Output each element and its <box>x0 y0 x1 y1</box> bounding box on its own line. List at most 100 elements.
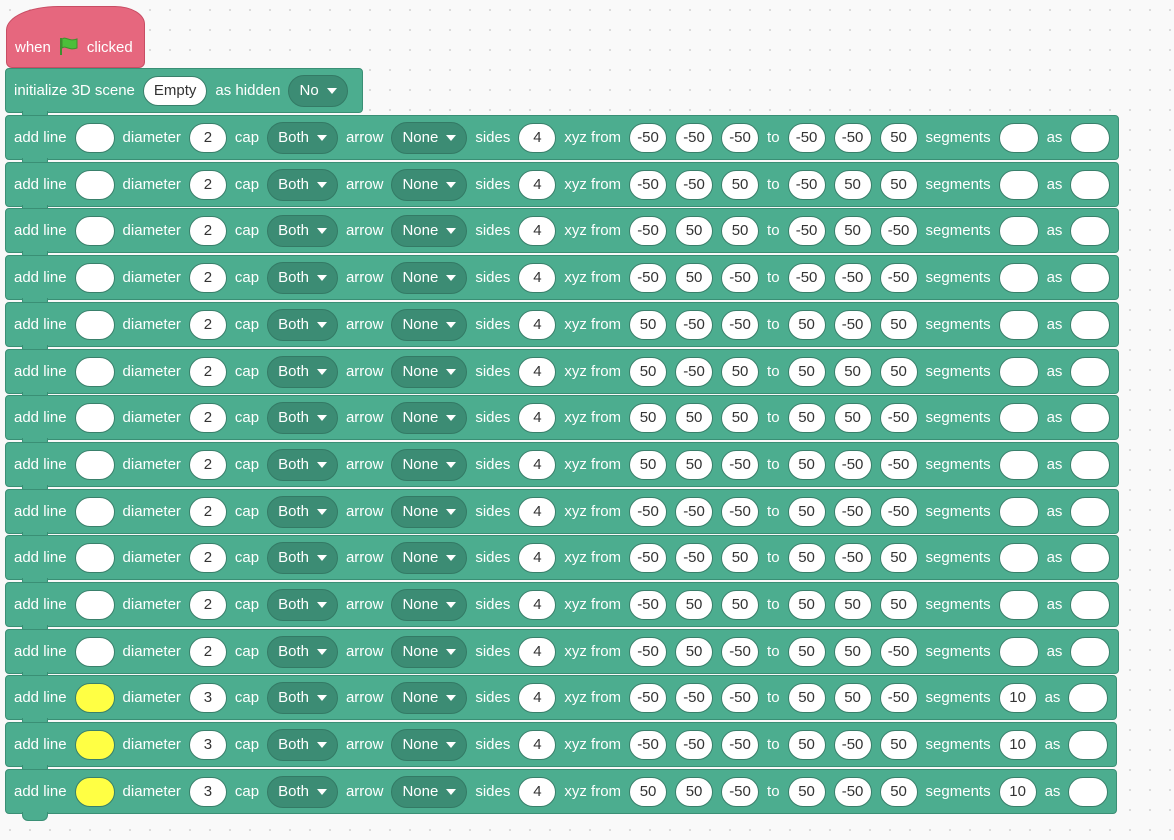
cap-dropdown[interactable]: Both <box>267 495 338 528</box>
to-y-input[interactable]: 50 <box>833 682 872 713</box>
as-input[interactable] <box>1070 309 1111 340</box>
arrow-dropdown[interactable]: None <box>391 775 468 808</box>
to-z-input[interactable]: 50 <box>879 776 918 807</box>
color-picker[interactable] <box>74 636 115 667</box>
from-x-input[interactable]: -50 <box>629 122 668 153</box>
arrow-dropdown[interactable]: None <box>391 121 468 154</box>
sides-input[interactable]: 4 <box>518 776 557 807</box>
as-input[interactable] <box>1070 356 1111 387</box>
add-line-block[interactable]: add line diameter 2 cap Both arrow None sides 4 x… <box>5 302 1120 354</box>
color-picker[interactable] <box>74 589 115 620</box>
to-y-input[interactable]: 50 <box>833 589 872 620</box>
sides-input[interactable]: 4 <box>518 169 557 200</box>
color-picker[interactable] <box>74 682 115 713</box>
from-x-input[interactable]: 50 <box>629 449 668 480</box>
cap-dropdown[interactable]: Both <box>267 541 338 574</box>
diameter-input[interactable]: 2 <box>188 402 227 433</box>
sides-input[interactable]: 4 <box>518 729 557 760</box>
diameter-input[interactable]: 2 <box>188 356 227 387</box>
diameter-input[interactable]: 2 <box>188 262 227 293</box>
to-x-input[interactable]: -50 <box>787 169 826 200</box>
segments-input[interactable] <box>998 589 1039 620</box>
to-x-input[interactable]: 50 <box>787 636 826 667</box>
to-z-input[interactable]: 50 <box>879 309 918 340</box>
diameter-input[interactable]: 2 <box>188 589 227 620</box>
initialize-3d-scene-block[interactable]: initialize 3D scene Empty as hidden No <box>5 68 363 120</box>
to-x-input[interactable]: 50 <box>787 402 826 433</box>
segments-input[interactable]: 10 <box>998 682 1037 713</box>
segments-input[interactable] <box>998 449 1039 480</box>
cap-dropdown[interactable]: Both <box>267 214 338 247</box>
to-x-input[interactable]: -50 <box>787 215 826 246</box>
from-x-input[interactable]: -50 <box>629 496 668 527</box>
as-input[interactable] <box>1068 776 1109 807</box>
from-z-input[interactable]: -50 <box>721 496 760 527</box>
to-x-input[interactable]: 50 <box>787 356 826 387</box>
as-input[interactable] <box>1070 262 1111 293</box>
diameter-input[interactable]: 2 <box>188 169 227 200</box>
diameter-input[interactable]: 3 <box>188 729 227 760</box>
add-line-block[interactable]: add line diameter 3 cap Both arrow None sides 4 x… <box>5 675 1118 727</box>
add-line-block[interactable]: add line diameter 2 cap Both arrow None sides 4 x… <box>5 582 1120 634</box>
add-line-block[interactable]: add line diameter 2 cap Both arrow None sides 4 x… <box>5 255 1120 307</box>
sides-input[interactable]: 4 <box>518 496 557 527</box>
to-x-input[interactable]: 50 <box>787 309 826 340</box>
from-z-input[interactable]: -50 <box>721 262 760 293</box>
to-z-input[interactable]: 50 <box>879 122 918 153</box>
to-y-input[interactable]: -50 <box>833 309 872 340</box>
sides-input[interactable]: 4 <box>518 542 557 573</box>
segments-input[interactable] <box>998 262 1039 293</box>
to-x-input[interactable]: 50 <box>787 682 826 713</box>
add-line-block[interactable]: add line diameter 3 cap Both arrow None sides 4 x… <box>5 722 1118 774</box>
diameter-input[interactable]: 2 <box>188 122 227 153</box>
to-x-input[interactable]: 50 <box>787 729 826 760</box>
from-z-input[interactable]: -50 <box>721 776 760 807</box>
color-picker[interactable] <box>74 356 115 387</box>
from-x-input[interactable]: -50 <box>629 636 668 667</box>
to-x-input[interactable]: -50 <box>787 262 826 293</box>
segments-input[interactable] <box>998 309 1039 340</box>
as-input[interactable] <box>1068 682 1109 713</box>
from-x-input[interactable]: -50 <box>629 589 668 620</box>
to-x-input[interactable]: 50 <box>787 496 826 527</box>
diameter-input[interactable]: 2 <box>188 636 227 667</box>
from-y-input[interactable]: 50 <box>675 215 714 246</box>
as-input[interactable] <box>1070 169 1111 200</box>
from-y-input[interactable]: 50 <box>675 589 714 620</box>
from-y-input[interactable]: -50 <box>675 309 714 340</box>
add-line-block[interactable]: add line diameter 2 cap Both arrow None sides 4 x… <box>5 395 1120 447</box>
segments-input[interactable] <box>998 636 1039 667</box>
sides-input[interactable]: 4 <box>518 356 557 387</box>
from-x-input[interactable]: -50 <box>629 542 668 573</box>
as-input[interactable] <box>1070 449 1111 480</box>
to-y-input[interactable]: -50 <box>833 449 872 480</box>
from-y-input[interactable]: 50 <box>675 636 714 667</box>
from-x-input[interactable]: -50 <box>629 262 668 293</box>
arrow-dropdown[interactable]: None <box>391 588 468 621</box>
arrow-dropdown[interactable]: None <box>391 495 468 528</box>
to-z-input[interactable]: 50 <box>879 542 918 573</box>
from-z-input[interactable]: 50 <box>721 589 760 620</box>
from-z-input[interactable]: 50 <box>721 402 760 433</box>
from-z-input[interactable]: -50 <box>721 449 760 480</box>
to-y-input[interactable]: -50 <box>833 776 872 807</box>
diameter-input[interactable]: 3 <box>188 682 227 713</box>
arrow-dropdown[interactable]: None <box>391 261 468 294</box>
segments-input[interactable] <box>998 542 1039 573</box>
cap-dropdown[interactable]: Both <box>267 168 338 201</box>
from-z-input[interactable]: -50 <box>721 122 760 153</box>
color-picker[interactable] <box>74 402 115 433</box>
segments-input[interactable] <box>998 122 1039 153</box>
to-z-input[interactable]: 50 <box>879 729 918 760</box>
from-z-input[interactable]: -50 <box>721 729 760 760</box>
from-y-input[interactable]: -50 <box>675 169 714 200</box>
segments-input[interactable]: 10 <box>998 729 1037 760</box>
arrow-dropdown[interactable]: None <box>391 308 468 341</box>
add-line-block[interactable]: add line diameter 2 cap Both arrow None sides 4 x… <box>5 535 1120 587</box>
from-x-input[interactable]: -50 <box>629 729 668 760</box>
to-y-input[interactable]: -50 <box>833 729 872 760</box>
cap-dropdown[interactable]: Both <box>267 681 338 714</box>
from-z-input[interactable]: 50 <box>721 215 760 246</box>
as-input[interactable] <box>1070 402 1111 433</box>
to-z-input[interactable]: -50 <box>879 402 918 433</box>
